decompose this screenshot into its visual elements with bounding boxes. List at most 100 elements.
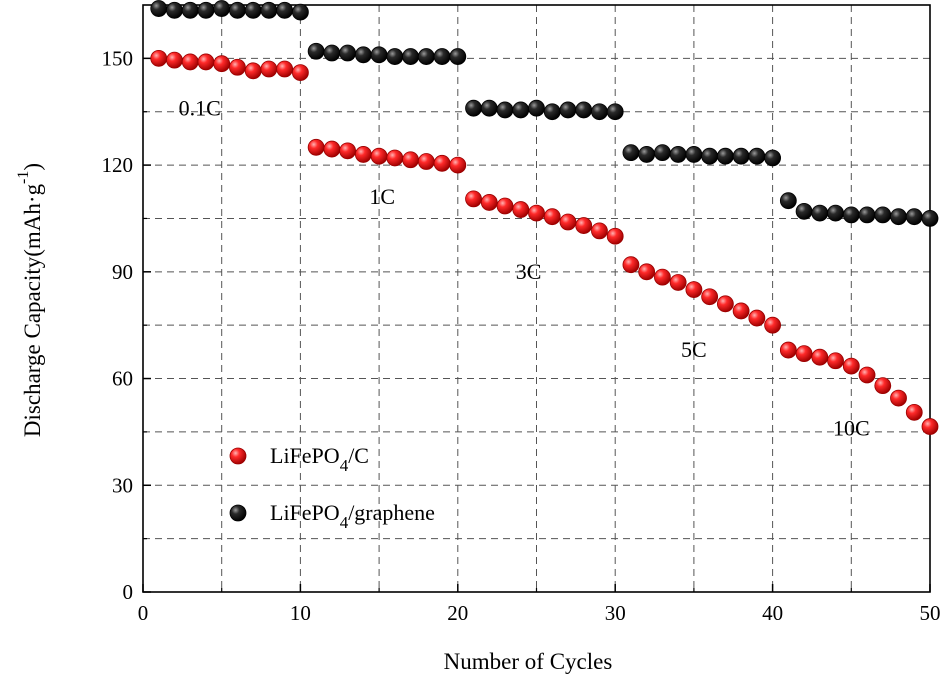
data-point-lifepo4-c: [638, 263, 656, 281]
legend-label-suffix: /C: [348, 443, 369, 468]
data-point-lifepo4-graphene: [858, 206, 876, 224]
data-point-lifepo4-graphene: [370, 46, 388, 64]
data-point-lifepo4-c: [181, 53, 199, 71]
data-point-lifepo4-graphene: [827, 204, 844, 222]
data-point-lifepo4-c: [591, 222, 608, 240]
data-point-lifepo4-graphene: [181, 1, 199, 19]
x-tick-label: 50: [920, 601, 941, 625]
x-tick-label: 0: [138, 601, 149, 625]
data-point-lifepo4-graphene: [213, 0, 231, 17]
data-point-lifepo4-graphene: [276, 1, 294, 19]
data-point-lifepo4-graphene: [449, 48, 467, 65]
data-point-lifepo4-c: [166, 51, 183, 69]
data-point-lifepo4-c: [213, 55, 231, 73]
data-point-lifepo4-graphene: [307, 42, 325, 60]
data-point-lifepo4-c: [543, 208, 561, 226]
legend-label-lifepo4-graphene: LiFePO4/graphene: [270, 500, 435, 532]
data-point-lifepo4-c: [307, 138, 325, 156]
data-point-lifepo4-graphene: [811, 204, 829, 222]
data-point-lifepo4-c: [575, 217, 593, 234]
data-point-lifepo4-graphene: [496, 101, 514, 119]
data-series: [150, 0, 939, 435]
data-point-lifepo4-graphene: [921, 210, 939, 227]
legend-label-subscript: 4: [340, 456, 349, 475]
x-tick-label: 20: [447, 601, 468, 625]
data-point-lifepo4-c: [528, 204, 545, 222]
data-point-lifepo4-c: [890, 389, 907, 407]
legend-label-subscript: 4: [340, 513, 349, 532]
y-tick-label: 0: [123, 580, 134, 604]
legend-label-lifepo4-c: LiFePO4/C: [270, 443, 369, 475]
data-point-lifepo4-graphene: [402, 48, 419, 65]
legend-label-suffix: /graphene: [348, 500, 435, 525]
data-point-lifepo4-c: [921, 418, 939, 435]
x-tick-label: 30: [605, 601, 626, 625]
data-point-lifepo4-graphene: [874, 206, 892, 224]
data-point-lifepo4-c: [339, 142, 357, 160]
data-point-lifepo4-graphene: [465, 99, 482, 117]
data-point-lifepo4-graphene: [291, 3, 309, 21]
data-point-lifepo4-graphene: [528, 99, 545, 117]
data-point-lifepo4-graphene: [417, 48, 435, 65]
data-point-lifepo4-c: [905, 403, 923, 421]
data-point-lifepo4-c: [260, 60, 278, 78]
data-point-lifepo4-graphene: [685, 146, 703, 163]
data-point-lifepo4-graphene: [166, 1, 183, 19]
data-point-lifepo4-c: [291, 64, 309, 81]
data-point-lifepo4-graphene: [197, 1, 215, 19]
data-point-lifepo4-c: [354, 146, 372, 163]
data-point-lifepo4-graphene: [339, 44, 357, 62]
legend-marker-red: [229, 447, 247, 465]
data-point-lifepo4-graphene: [606, 103, 624, 121]
data-point-lifepo4-graphene: [244, 1, 262, 19]
data-point-lifepo4-graphene: [795, 202, 813, 220]
data-point-lifepo4-graphene: [732, 147, 750, 165]
data-point-lifepo4-c: [496, 197, 514, 215]
data-point-lifepo4-c: [559, 213, 577, 231]
data-point-lifepo4-c: [764, 316, 781, 334]
data-point-lifepo4-graphene: [669, 146, 687, 163]
data-point-lifepo4-graphene: [575, 101, 593, 119]
data-point-lifepo4-graphene: [354, 46, 372, 64]
y-tick-label: 60: [112, 367, 133, 391]
data-point-lifepo4-graphene: [480, 99, 498, 117]
grid-lines: [143, 5, 930, 592]
data-point-lifepo4-graphene: [905, 208, 923, 226]
data-point-lifepo4-c: [512, 201, 530, 218]
legend: LiFePO4/C LiFePO4/graphene: [229, 443, 435, 532]
data-point-lifepo4-c: [417, 153, 435, 170]
data-point-lifepo4-graphene: [229, 1, 246, 19]
data-point-lifepo4-graphene: [622, 144, 640, 162]
data-point-lifepo4-graphene: [842, 206, 860, 224]
series-lifepo4-c: [150, 49, 939, 435]
legend-item-lifepo4-graphene: LiFePO4/graphene: [229, 500, 435, 532]
data-point-lifepo4-c: [449, 156, 467, 174]
data-point-lifepo4-c: [827, 352, 844, 370]
data-point-lifepo4-c: [402, 151, 419, 169]
data-point-lifepo4-graphene: [591, 103, 608, 121]
y-axis-title-superscript: -1: [15, 171, 32, 184]
legend-label-main: LiFePO: [270, 443, 340, 468]
y-axis-title: Discharge Capacity(mAh·g-1): [15, 163, 45, 437]
data-point-lifepo4-c: [654, 268, 671, 286]
data-point-lifepo4-graphene: [260, 1, 278, 19]
data-point-lifepo4-graphene: [386, 48, 404, 65]
legend-item-lifepo4-c: LiFePO4/C: [229, 443, 369, 475]
data-point-lifepo4-c: [323, 140, 341, 158]
rate-annotations: 0.1C 1C 3C 5C 10C: [179, 95, 870, 440]
y-tick-label: 150: [102, 46, 134, 70]
x-tick-label: 10: [290, 601, 311, 625]
y-axis-title-main: Discharge Capacity(mAh·g: [20, 183, 45, 437]
data-point-lifepo4-graphene: [638, 146, 656, 163]
data-point-lifepo4-c: [276, 60, 294, 78]
data-point-lifepo4-graphene: [323, 44, 341, 62]
legend-label-main: LiFePO: [270, 500, 340, 525]
data-point-lifepo4-c: [229, 58, 246, 76]
rate-label: 5C: [681, 337, 707, 362]
data-point-lifepo4-c: [197, 53, 215, 71]
data-point-lifepo4-c: [874, 377, 892, 395]
data-point-lifepo4-c: [150, 49, 168, 67]
data-point-lifepo4-graphene: [779, 192, 797, 210]
data-point-lifepo4-c: [685, 281, 703, 299]
data-point-lifepo4-c: [669, 274, 687, 291]
